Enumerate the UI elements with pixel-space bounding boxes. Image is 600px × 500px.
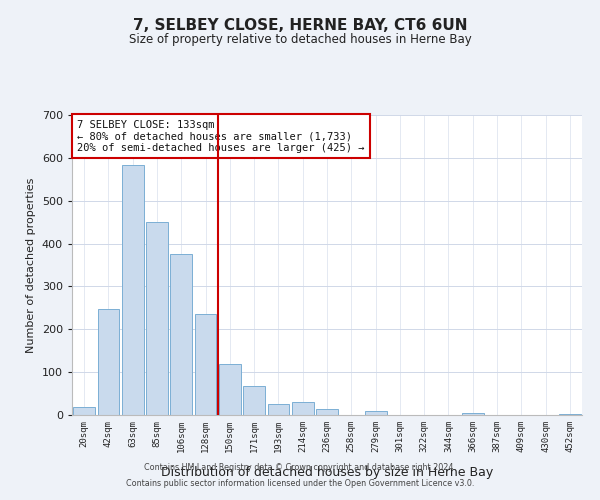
X-axis label: Distribution of detached houses by size in Herne Bay: Distribution of detached houses by size … [161,466,493,479]
Text: Size of property relative to detached houses in Herne Bay: Size of property relative to detached ho… [128,32,472,46]
Bar [219,364,241,415]
Text: 7, SELBEY CLOSE, HERNE BAY, CT6 6UN: 7, SELBEY CLOSE, HERNE BAY, CT6 6UN [133,18,467,32]
Text: Contains public sector information licensed under the Open Government Licence v3: Contains public sector information licen… [126,478,474,488]
Bar [559,414,581,415]
Bar [462,413,484,415]
Bar [316,410,338,415]
Y-axis label: Number of detached properties: Number of detached properties [26,178,36,352]
Bar [146,222,168,415]
Bar [194,314,217,415]
Bar [73,408,95,415]
Text: Contains HM Land Registry data © Crown copyright and database right 2024.: Contains HM Land Registry data © Crown c… [144,464,456,472]
Bar [122,165,143,415]
Bar [268,404,289,415]
Bar [365,411,386,415]
Bar [292,402,314,415]
Text: 7 SELBEY CLOSE: 133sqm
← 80% of detached houses are smaller (1,733)
20% of semi-: 7 SELBEY CLOSE: 133sqm ← 80% of detached… [77,120,365,152]
Bar [170,254,192,415]
Bar [97,309,119,415]
Bar [243,386,265,415]
